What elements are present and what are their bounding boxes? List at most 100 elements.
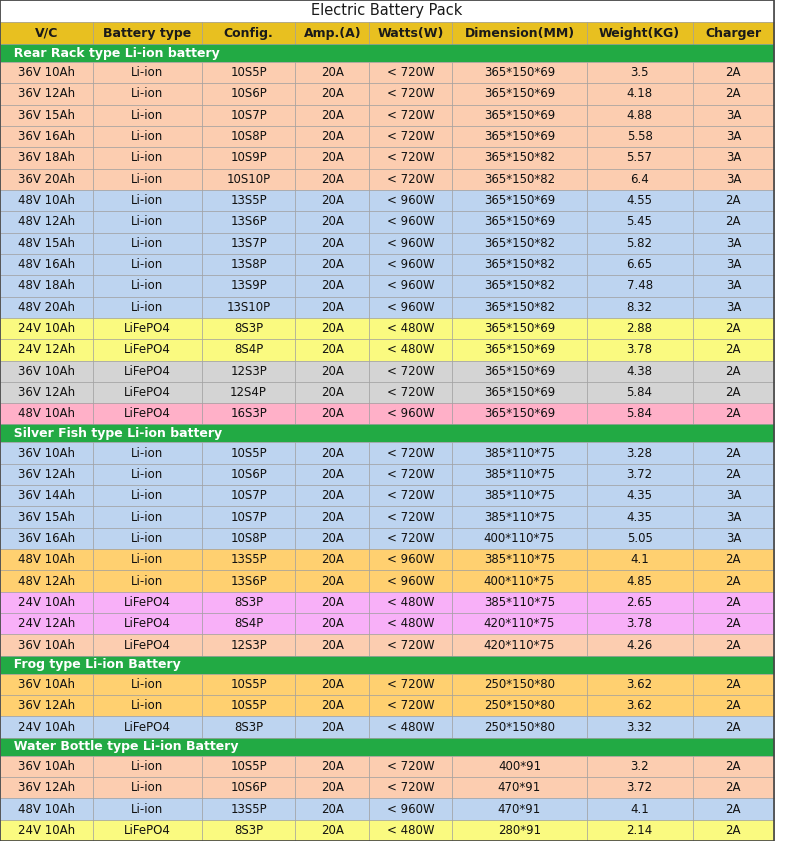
Text: 365*150*82: 365*150*82 xyxy=(484,151,555,165)
Bar xyxy=(0,592,93,613)
Bar xyxy=(93,233,202,254)
Bar xyxy=(693,22,774,44)
Text: Li-ion: Li-ion xyxy=(131,130,164,143)
Bar xyxy=(202,168,295,190)
Bar xyxy=(452,820,587,841)
Text: 2A: 2A xyxy=(725,596,741,609)
Bar xyxy=(295,549,369,570)
Bar xyxy=(587,485,693,506)
Text: 2A: 2A xyxy=(725,802,741,816)
Bar xyxy=(295,275,369,297)
Bar xyxy=(202,485,295,506)
Bar xyxy=(295,168,369,190)
Text: 13S10P: 13S10P xyxy=(227,301,271,314)
Bar xyxy=(369,777,452,798)
Text: 36V 12Ah: 36V 12Ah xyxy=(18,781,75,794)
Bar xyxy=(0,168,93,190)
Text: 250*150*80: 250*150*80 xyxy=(484,699,555,712)
Bar xyxy=(587,442,693,464)
Bar xyxy=(295,674,369,695)
Text: 5.45: 5.45 xyxy=(626,215,653,229)
Text: 3A: 3A xyxy=(725,172,741,186)
Text: 3.62: 3.62 xyxy=(626,678,653,691)
Bar xyxy=(693,717,774,738)
Text: Li-ion: Li-ion xyxy=(131,237,164,250)
Text: 36V 18Ah: 36V 18Ah xyxy=(18,151,75,165)
Bar xyxy=(202,62,295,83)
Text: LiFePO4: LiFePO4 xyxy=(124,322,171,335)
Text: 2.65: 2.65 xyxy=(626,596,653,609)
Bar xyxy=(0,361,93,382)
Text: Battery type: Battery type xyxy=(103,27,192,40)
Bar xyxy=(295,147,369,168)
Bar xyxy=(452,190,587,211)
Text: 5.57: 5.57 xyxy=(626,151,653,165)
Text: Amp.(A): Amp.(A) xyxy=(303,27,361,40)
Text: LiFePO4: LiFePO4 xyxy=(124,824,171,837)
Text: 20A: 20A xyxy=(321,66,344,79)
Bar xyxy=(93,297,202,318)
Bar xyxy=(93,147,202,168)
Text: 3A: 3A xyxy=(725,279,741,293)
Text: < 720W: < 720W xyxy=(387,66,435,79)
Text: 365*150*69: 365*150*69 xyxy=(484,130,555,143)
Bar xyxy=(93,190,202,211)
Text: 20A: 20A xyxy=(321,237,344,250)
Text: 20A: 20A xyxy=(321,721,344,733)
Text: 365*150*69: 365*150*69 xyxy=(484,194,555,207)
Bar xyxy=(93,695,202,717)
Bar xyxy=(369,339,452,361)
Bar xyxy=(93,592,202,613)
Bar xyxy=(0,656,774,674)
Bar xyxy=(202,592,295,613)
Text: 10S7P: 10S7P xyxy=(230,489,267,502)
Text: Li-ion: Li-ion xyxy=(131,574,164,588)
Bar xyxy=(452,104,587,126)
Text: Li-ion: Li-ion xyxy=(131,678,164,691)
Bar xyxy=(369,62,452,83)
Bar xyxy=(0,44,774,62)
Text: 385*110*75: 385*110*75 xyxy=(484,596,555,609)
Text: 12S4P: 12S4P xyxy=(230,386,267,399)
Text: Li-ion: Li-ion xyxy=(131,781,164,794)
Bar xyxy=(295,442,369,464)
Text: 24V 10Ah: 24V 10Ah xyxy=(18,596,75,609)
Bar xyxy=(587,361,693,382)
Text: 3A: 3A xyxy=(725,130,741,143)
Text: 20A: 20A xyxy=(321,468,344,481)
Bar xyxy=(93,104,202,126)
Bar xyxy=(693,695,774,717)
Text: 4.26: 4.26 xyxy=(626,638,653,652)
Text: 48V 10Ah: 48V 10Ah xyxy=(18,553,75,566)
Bar xyxy=(369,168,452,190)
Text: Electric Battery Pack: Electric Battery Pack xyxy=(311,3,463,19)
Bar xyxy=(93,756,202,777)
Text: 3.62: 3.62 xyxy=(626,699,653,712)
Bar xyxy=(452,695,587,717)
Bar xyxy=(295,528,369,549)
Bar xyxy=(93,22,202,44)
Text: 13S5P: 13S5P xyxy=(231,194,267,207)
Bar xyxy=(452,464,587,485)
Bar xyxy=(93,361,202,382)
Text: < 960W: < 960W xyxy=(387,258,435,271)
Bar xyxy=(295,634,369,656)
Text: < 480W: < 480W xyxy=(387,596,435,609)
Bar xyxy=(0,318,93,339)
Text: Li-ion: Li-ion xyxy=(131,108,164,122)
Text: 3.2: 3.2 xyxy=(630,760,649,773)
Text: 3.72: 3.72 xyxy=(626,468,653,481)
Bar xyxy=(93,549,202,570)
Bar xyxy=(452,674,587,695)
Bar xyxy=(693,361,774,382)
Text: Li-ion: Li-ion xyxy=(131,279,164,293)
Text: 250*150*80: 250*150*80 xyxy=(484,678,555,691)
Bar xyxy=(587,798,693,820)
Bar xyxy=(693,318,774,339)
Bar xyxy=(93,798,202,820)
Text: 2A: 2A xyxy=(725,824,741,837)
Bar xyxy=(202,254,295,275)
Bar xyxy=(452,528,587,549)
Text: 20A: 20A xyxy=(321,279,344,293)
Text: 10S5P: 10S5P xyxy=(231,447,267,460)
